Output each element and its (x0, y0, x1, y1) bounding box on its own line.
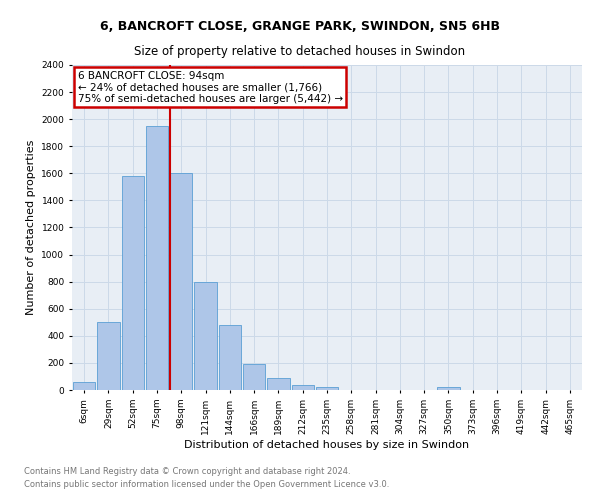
Text: 6 BANCROFT CLOSE: 94sqm
← 24% of detached houses are smaller (1,766)
75% of semi: 6 BANCROFT CLOSE: 94sqm ← 24% of detache… (77, 70, 343, 104)
Bar (122, 176, 144, 390)
Bar (243, 364, 265, 390)
Bar (73, 382, 95, 390)
X-axis label: Distribution of detached houses by size in Swindon: Distribution of detached houses by size … (184, 440, 470, 450)
Bar (97, 322, 119, 390)
Bar (170, 174, 193, 390)
Bar (194, 282, 217, 390)
Bar (267, 378, 290, 390)
Text: 6, BANCROFT CLOSE, GRANGE PARK, SWINDON, SN5 6HB: 6, BANCROFT CLOSE, GRANGE PARK, SWINDON,… (100, 20, 500, 33)
Text: Size of property relative to detached houses in Swindon: Size of property relative to detached ho… (134, 45, 466, 58)
Bar (218, 325, 241, 390)
Bar (316, 386, 338, 390)
Bar (437, 388, 460, 390)
Y-axis label: Number of detached properties: Number of detached properties (26, 140, 36, 315)
Bar (146, 126, 168, 390)
Bar (292, 386, 314, 390)
Text: Contains HM Land Registry data © Crown copyright and database right 2024.: Contains HM Land Registry data © Crown c… (24, 468, 350, 476)
Text: Contains public sector information licensed under the Open Government Licence v3: Contains public sector information licen… (24, 480, 389, 489)
